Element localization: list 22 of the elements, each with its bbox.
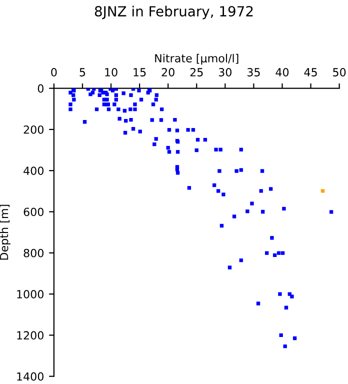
x-tick-label: 5 — [80, 68, 86, 76]
x-tick-label: 25 — [190, 68, 203, 76]
y-tick-label: 800 — [24, 248, 44, 258]
x-tick-label: 35 — [247, 68, 260, 76]
y-tick-label: 400 — [24, 166, 44, 175]
y-tick-label: 600 — [24, 208, 44, 216]
y-tick-label: 200 — [24, 125, 44, 134]
y-tick-label: 1400 — [17, 372, 44, 381]
y-tick-label: 0 — [38, 84, 44, 93]
x-tick-label: 30 — [218, 68, 232, 76]
x-tick-label: 40 — [276, 68, 289, 76]
x-tick-label: 0 — [51, 68, 57, 76]
x-axis-title: Nitrate [µmol/l] — [155, 54, 238, 65]
x-tick-label: 20 — [162, 68, 174, 76]
chart-title: 8JNZ in February, 1972 — [94, 6, 253, 20]
x-tick-label: 50 — [333, 68, 346, 76]
x-tick-label: 10 — [105, 68, 118, 76]
x-tick-label: 15 — [134, 68, 146, 76]
y-tick-label: 1200 — [17, 331, 44, 340]
y-tick-label: 1000 — [17, 290, 44, 298]
x-tick-label: 45 — [304, 68, 317, 76]
y-axis-title: Depth [m] — [0, 204, 10, 260]
